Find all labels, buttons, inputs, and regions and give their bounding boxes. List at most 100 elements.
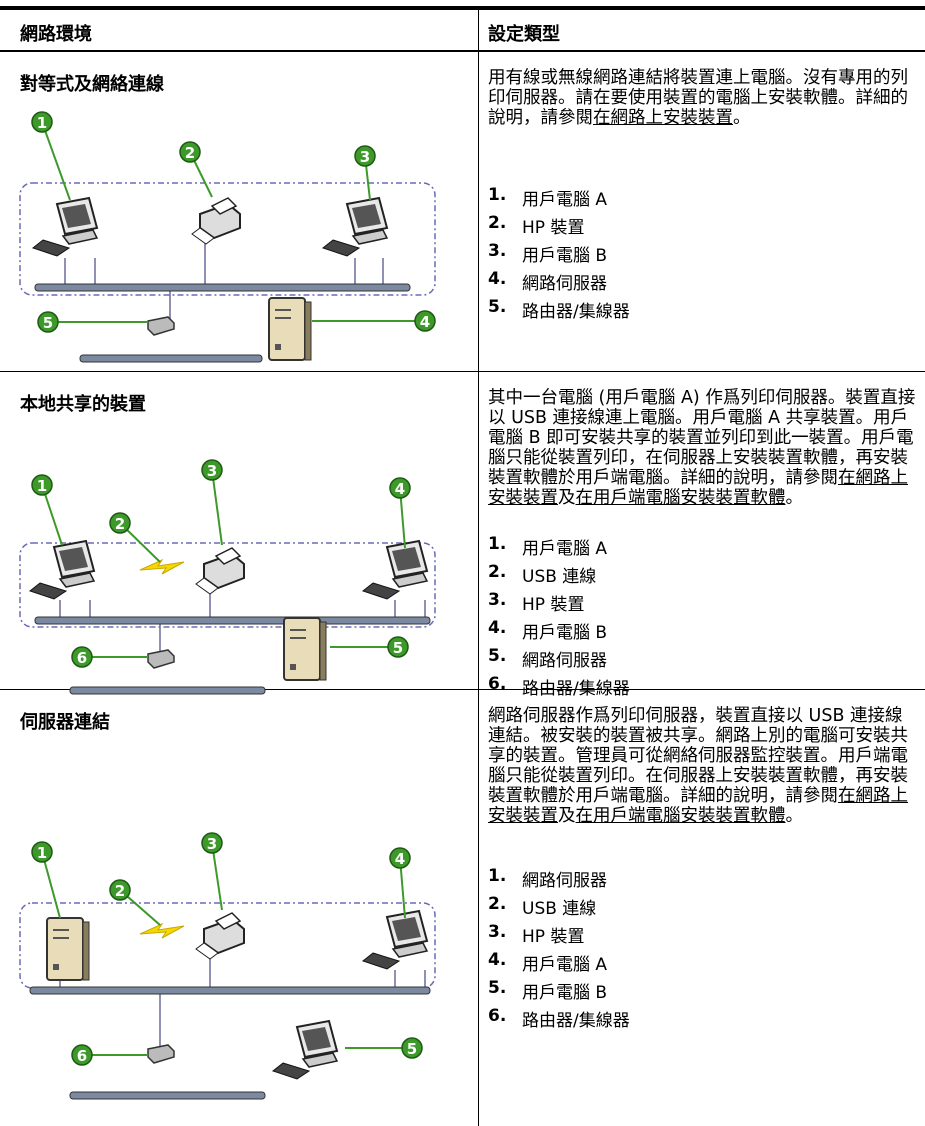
item-number: 1.	[488, 866, 507, 886]
item-text: HP 裝置	[522, 927, 585, 947]
callout-label: 6	[77, 1047, 87, 1065]
callout-circle	[179, 141, 201, 163]
network-bus	[79, 354, 263, 363]
callout-label: 5	[407, 1040, 417, 1058]
item-text: 路由器/集線器	[522, 1011, 630, 1031]
callout-label: 5	[43, 314, 53, 332]
item-number: 4.	[488, 269, 507, 289]
description: 其中一台電腦 (用戶電腦 A) 作爲列印伺服器。裝置直接以 USB 連接線連上電…	[488, 388, 916, 508]
callout-circle	[389, 847, 411, 869]
callout-circle	[31, 841, 53, 863]
device-icon	[283, 617, 327, 681]
callout-circle	[109, 512, 131, 534]
device-icon	[147, 649, 175, 669]
network-bus	[34, 616, 431, 625]
text: 。	[733, 108, 751, 128]
item-text: USB 連線	[522, 899, 597, 919]
link[interactable]: 在網路上安裝裝置	[593, 108, 733, 128]
device-icon	[29, 540, 95, 600]
item-text: 路由器/集線器	[522, 679, 630, 699]
callout-label: 3	[207, 462, 217, 480]
item-number: 3.	[488, 590, 507, 610]
device-icon	[46, 917, 90, 981]
callout-label: 4	[395, 480, 405, 498]
network-bus	[34, 283, 411, 292]
network-boundary	[19, 182, 436, 296]
callout-circle	[201, 832, 223, 854]
description: 網路伺服器作爲列印伺服器，裝置直接以 USB 連接線連結。被安裝的裝置被共享。網…	[488, 706, 916, 826]
item-number: 2.	[488, 894, 507, 914]
device-icon	[362, 540, 428, 600]
device-icon	[268, 297, 312, 361]
callout-label: 1	[37, 114, 47, 132]
diagrams: 1 2 3 4 5 1 2 3 4 5 6 1 2 3 4 5 6	[19, 111, 436, 1100]
description: 用有線或無線網路連結將裝置連上電腦。沒有專用的列印伺服器。請在要使用裝置的電腦上…	[488, 68, 916, 128]
header-col2: 設定類型	[488, 24, 560, 45]
text: 其中一台電腦 (用戶電腦 A) 作爲列印伺服器。裝置直接以 USB 連接線連上電…	[488, 388, 916, 488]
callout-label: 6	[77, 649, 87, 667]
item-text: 用戶電腦 A	[522, 190, 608, 210]
network-boundary	[19, 542, 436, 628]
callout-label: 3	[360, 148, 370, 166]
callout-label: 4	[395, 850, 405, 868]
row-title: 伺服器連結	[20, 712, 110, 733]
callout-circle	[37, 311, 59, 333]
link[interactable]: 在網路上安裝裝置	[488, 468, 908, 508]
item-number: 3.	[488, 241, 507, 261]
device-icon	[139, 923, 185, 939]
item-number: 5.	[488, 297, 507, 317]
callout-circle	[31, 111, 53, 133]
row-title: 本地共享的裝置	[20, 394, 146, 415]
top-rule	[0, 6, 925, 10]
row-rule	[0, 689, 925, 690]
callout-line	[41, 121, 71, 201]
item-number: 5.	[488, 978, 507, 998]
device-icon	[322, 197, 388, 257]
callout-circle	[401, 1037, 423, 1059]
network-boundary	[19, 902, 436, 989]
device-icon	[362, 910, 428, 970]
item-text: USB 連線	[522, 567, 597, 587]
device-icon	[195, 547, 245, 595]
callout-label: 3	[207, 835, 217, 853]
text: 用有線或無線網路連結將裝置連上電腦。沒有專用的列印伺服器。請在要使用裝置的電腦上…	[488, 68, 908, 128]
row-title: 對等式及網絡連線	[20, 74, 164, 95]
callout-circle	[354, 145, 376, 167]
item-number: 4.	[488, 618, 507, 638]
item-text: 用戶電腦 A	[522, 539, 608, 559]
item-number: 5.	[488, 646, 507, 666]
item-number: 1.	[488, 185, 507, 205]
callout-circle	[389, 477, 411, 499]
item-number: 4.	[488, 950, 507, 970]
row-rule	[0, 371, 925, 372]
network-bus	[69, 686, 266, 695]
callout-line	[211, 842, 223, 911]
callout-label: 1	[37, 477, 47, 495]
callout-circle	[71, 1044, 93, 1066]
item-text: HP 裝置	[522, 595, 585, 615]
item-number: 1.	[488, 534, 507, 554]
header-col1: 網路環境	[20, 24, 92, 45]
item-number: 6.	[488, 1006, 507, 1026]
network-bus	[69, 1091, 266, 1100]
text: 。	[785, 488, 804, 508]
link[interactable]: 在用戶端電腦安裝裝置軟體	[575, 806, 786, 826]
item-text: 用戶電腦 A	[522, 955, 608, 975]
callout-label: 5	[393, 639, 403, 657]
link[interactable]: 在網路上安裝裝置	[488, 786, 908, 826]
item-text: HP 裝置	[522, 218, 585, 238]
item-number: 6.	[488, 674, 507, 694]
callout-circle	[387, 636, 409, 658]
callout-circle	[31, 474, 53, 496]
device-icon	[195, 912, 245, 960]
callout-label: 2	[115, 515, 125, 533]
item-number: 2.	[488, 562, 507, 582]
callout-line	[211, 469, 223, 546]
item-text: 路由器/集線器	[522, 302, 630, 322]
link[interactable]: 在用戶端電腦安裝裝置軟體	[575, 488, 786, 508]
item-text: 網路伺服器	[522, 871, 607, 891]
device-icon	[139, 559, 185, 575]
column-rule	[478, 10, 479, 1126]
callout-label: 2	[185, 144, 195, 162]
